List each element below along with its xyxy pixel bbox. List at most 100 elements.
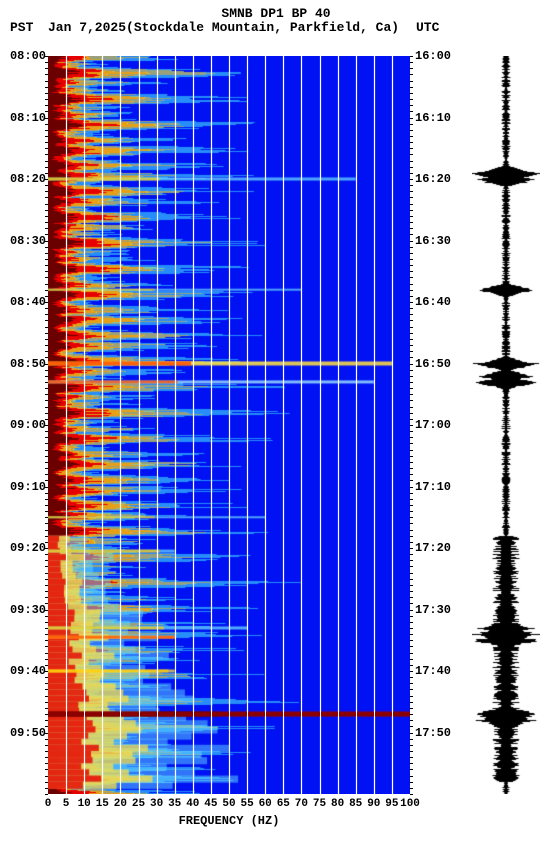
ytick-mark (45, 136, 48, 137)
gridline (193, 56, 194, 794)
ytick-mark (410, 468, 413, 469)
ytick-mark (45, 394, 48, 395)
ytick-mark (410, 708, 413, 709)
ytick-mark (45, 259, 48, 260)
ytick-right-label: 17:10 (415, 480, 465, 494)
xtick-label: 15 (96, 798, 109, 810)
ytick-mark (410, 542, 413, 543)
ytick-mark (410, 776, 413, 777)
ytick-mark (410, 351, 413, 352)
ytick-mark (410, 130, 413, 131)
ytick-right-label: 16:30 (415, 234, 465, 248)
ytick-left-label: 09:40 (0, 664, 46, 678)
ytick-mark (410, 782, 413, 783)
ytick-mark (45, 523, 48, 524)
ytick-mark (410, 591, 413, 592)
ytick-mark (410, 733, 413, 734)
ytick-mark (45, 400, 48, 401)
ytick-mark (45, 653, 48, 654)
gridline (265, 56, 266, 794)
ytick-mark (410, 68, 413, 69)
gridline (157, 56, 158, 794)
ytick-left-label: 08:00 (0, 49, 46, 63)
ytick-mark (45, 702, 48, 703)
gridline (84, 56, 85, 794)
ytick-mark (410, 751, 413, 752)
ytick-mark (45, 351, 48, 352)
ytick-mark (410, 234, 413, 235)
xtick-label: 20 (114, 798, 127, 810)
ytick-mark (410, 431, 413, 432)
ytick-mark (410, 241, 413, 242)
ytick-mark (45, 634, 48, 635)
ytick-mark (410, 290, 413, 291)
ytick-mark (45, 210, 48, 211)
ytick-mark (410, 247, 413, 248)
ytick-mark (410, 677, 413, 678)
waveform-panel (472, 56, 540, 794)
ytick-mark (45, 327, 48, 328)
ytick-mark (410, 216, 413, 217)
ytick-mark (45, 566, 48, 567)
ytick-mark (410, 499, 413, 500)
ytick-mark (410, 345, 413, 346)
ytick-mark (410, 683, 413, 684)
ytick-left-label: 09:20 (0, 541, 46, 555)
ytick-mark (45, 646, 48, 647)
ytick-mark (45, 720, 48, 721)
ytick-mark (410, 634, 413, 635)
ytick-mark (410, 425, 413, 426)
spectrogram-plot (48, 56, 410, 794)
ytick-mark (410, 370, 413, 371)
ytick-mark (410, 585, 413, 586)
ytick-mark (410, 739, 413, 740)
ytick-mark (45, 628, 48, 629)
ytick-mark (410, 357, 413, 358)
ytick-mark (410, 560, 413, 561)
xtick-label: 70 (295, 798, 308, 810)
ytick-mark (45, 68, 48, 69)
ytick-left-label: 08:40 (0, 295, 46, 309)
ytick-mark (45, 284, 48, 285)
xtick-label: 10 (78, 798, 91, 810)
ytick-mark (410, 327, 413, 328)
ytick-mark (410, 573, 413, 574)
ytick-mark (45, 708, 48, 709)
ytick-mark (410, 653, 413, 654)
left-tz-label: PST (10, 20, 33, 35)
ytick-mark (45, 468, 48, 469)
ytick-mark (45, 443, 48, 444)
ytick-mark (410, 228, 413, 229)
ytick-mark (410, 74, 413, 75)
ytick-mark (45, 290, 48, 291)
xtick-label: 90 (367, 798, 380, 810)
ytick-mark (410, 493, 413, 494)
ytick-mark (410, 333, 413, 334)
xtick-label: 5 (63, 798, 70, 810)
ytick-left-label: 09:10 (0, 480, 46, 494)
ytick-mark (410, 259, 413, 260)
ytick-mark (410, 480, 413, 481)
ytick-mark (410, 142, 413, 143)
ytick-mark (410, 757, 413, 758)
ytick-mark (410, 284, 413, 285)
ytick-mark (45, 388, 48, 389)
ytick-mark (410, 437, 413, 438)
ytick-mark (45, 197, 48, 198)
gridline (102, 56, 103, 794)
ytick-mark (410, 185, 413, 186)
ytick-mark (410, 689, 413, 690)
ytick-mark (45, 407, 48, 408)
ytick-mark (410, 173, 413, 174)
ytick-right-label: 16:50 (415, 357, 465, 371)
gridline (66, 56, 67, 794)
ytick-mark (410, 394, 413, 395)
ytick-mark (410, 640, 413, 641)
ytick-mark (410, 204, 413, 205)
ytick-mark (45, 99, 48, 100)
ytick-mark (45, 314, 48, 315)
ytick-mark (45, 745, 48, 746)
ytick-mark (410, 210, 413, 211)
ytick-mark (45, 640, 48, 641)
ytick-mark (45, 333, 48, 334)
